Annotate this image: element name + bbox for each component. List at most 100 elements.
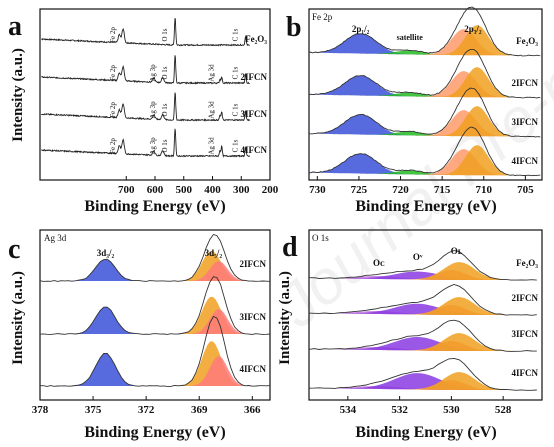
peak-label-4IFCN-0: Fe 2p — [109, 138, 117, 154]
peak-label-3IFCN-4: C 1s — [232, 103, 240, 116]
o1s-component-2IFCN-3 — [309, 297, 542, 315]
survey-label-2IFCN: 2IFCN — [241, 72, 268, 82]
panel-a-letter: a — [8, 11, 22, 42]
panel-b-title: Fe 2p — [312, 12, 333, 22]
o1s-envelope-4IFCN — [308, 357, 537, 391]
o1s-series-label-Fe2O3: Fe₂O₃ — [516, 258, 538, 268]
o1s-envelope-2IFCN — [308, 284, 537, 316]
survey-line-3IFCN — [41, 92, 250, 122]
panel-b-tick-label-4: 710 — [476, 184, 493, 196]
panel-b-tick-label-5: 705 — [517, 184, 534, 196]
ag3d-component-3IFCN-2 — [40, 309, 270, 334]
peak-label-3IFCN-1: Ag 3p — [149, 101, 157, 119]
peak-label-4IFCN-1: Ag 3p — [149, 137, 157, 155]
o1s-component-3IFCN-0 — [309, 347, 542, 351]
panel-d-tick-label-1: 532 — [391, 404, 408, 416]
ag3d-series-label-4IFCN: 4IFCN — [240, 364, 267, 374]
o1s-component-Fe2O3-1 — [309, 271, 542, 280]
ag3d-envelope-3IFCN — [39, 276, 271, 335]
ag3d-annotation-3d5-2: 3d₅/₂ — [205, 248, 223, 258]
peak-label-Fe2O3-1: O 1s — [161, 28, 169, 41]
panel-c-tick-label-4: 366 — [244, 404, 261, 416]
o1s-component-Fe2O3-0 — [309, 276, 542, 280]
fe2p-annotation-2p1-2: 2p₁/₂ — [352, 24, 370, 34]
peak-label-4IFCN-3: Ag 3d — [208, 137, 216, 155]
panel-d-tick-label-0: 534 — [340, 404, 357, 416]
survey-line-2IFCN — [41, 55, 250, 85]
peak-label-2IFCN-2: O 1s — [161, 66, 169, 79]
peak-label-4IFCN-4: C 1s — [232, 139, 240, 152]
panel-b-tick-label-2: 720 — [392, 184, 409, 196]
fe2p-component-3IFCN-0 — [309, 114, 542, 137]
o1s-envelope-3IFCN — [308, 319, 537, 352]
peak-label-Fe2O3-0: Fe 2p — [109, 27, 117, 43]
ag3d-component-2IFCN-1 — [40, 251, 270, 281]
fe2p-component-Fe2O3-1 — [309, 50, 542, 56]
peak-label-3IFCN-2: O 1s — [161, 103, 169, 116]
peak-label-2IFCN-3: Ag 3d — [208, 64, 216, 82]
panel-c-tick-label-1: 375 — [85, 404, 102, 416]
panel-c-tick-label-0: 378 — [32, 404, 49, 416]
fe2p-component-3IFCN-3 — [309, 106, 542, 137]
o1s-component-4IFCN-0 — [309, 386, 542, 390]
fe2p-component-Fe2O3-0 — [309, 33, 542, 56]
ag3d-envelope-2IFCN — [39, 233, 271, 282]
panel-c-tick-label-3: 369 — [191, 404, 208, 416]
ag3d-component-4IFCN-1 — [40, 341, 270, 386]
panel-c-frame — [39, 229, 271, 401]
ag3d-series-label-3IFCN: 3IFCN — [240, 312, 267, 322]
panel-b-tick-label-0: 730 — [309, 184, 326, 196]
panel-d-plot: Fe₂O₃ 2IFCN 3IFCN 4IFCN Oᴄ Oᵛ Oʟ — [308, 246, 542, 391]
o1s-annotation-ol: Oʟ — [451, 246, 463, 256]
panel-c: c Ag 3d 2IFCN 3IFCN 4IFCN 3d₃/₂ 3d₅/₂ 378 375… — [8, 229, 271, 441]
peak-label-Fe2O3-2: C 1s — [232, 28, 240, 41]
survey-line-4IFCN — [41, 128, 251, 158]
panel-b-ticks: 730 725 720 715 710 705 — [309, 176, 534, 196]
panel-b-plot: Fe₂O₃ 2IFCN 3IFCN 4IFCN 2p₁/₂ satellite 2p₃/₂ — [308, 6, 542, 177]
survey-label-Fe2O3: Fe₂O₃ — [245, 34, 267, 44]
peak-label-3IFCN-3: Ag 3d — [208, 101, 216, 119]
panel-a-ylabel: Intensity (a.u.) — [10, 48, 26, 142]
fe2p-series-label-3IFCN: 3IFCN — [512, 117, 539, 127]
panel-d-title: O 1s — [312, 233, 329, 243]
panel-d-tick-label-3: 528 — [495, 404, 512, 416]
o1s-component-3IFCN-3 — [309, 333, 542, 351]
o1s-annotation-oc: Oᴄ — [373, 258, 385, 268]
ag3d-component-2IFCN-0 — [40, 259, 270, 281]
ag3d-series-label-2IFCN: 2IFCN — [240, 259, 267, 269]
ag3d-component-3IFCN-0 — [40, 306, 270, 334]
survey-label-3IFCN: 3IFCN — [241, 109, 268, 119]
o1s-envelope-Fe2O3 — [309, 250, 537, 281]
panel-a-tick-label-3: 400 — [204, 184, 221, 196]
peak-label-2IFCN-0: Fe 2p — [109, 65, 117, 81]
panel-c-tick-label-2: 372 — [138, 404, 155, 416]
o1s-series-label-3IFCN: 3IFCN — [512, 329, 539, 339]
survey-line-Fe2O3 — [41, 17, 250, 47]
fe2p-component-2IFCN-0 — [309, 75, 542, 98]
peak-label-3IFCN-0: Fe 2p — [109, 102, 117, 118]
panel-c-xlabel: Binding Energy (eV) — [84, 424, 225, 441]
fe2p-component-4IFCN-0 — [309, 153, 542, 176]
peak-label-2IFCN-4: C 1s — [232, 66, 240, 79]
o1s-series-label-2IFCN: 2IFCN — [512, 293, 539, 303]
o1s-series-label-4IFCN: 4IFCN — [512, 368, 539, 378]
fe2p-series-label-2IFCN: 2IFCN — [512, 78, 539, 88]
o1s-component-Fe2O3-3 — [309, 262, 542, 280]
fe2p-annotation-satellite: satellite — [397, 33, 424, 42]
panel-b-xlabel: Binding Energy (eV) — [355, 198, 496, 215]
peak-label-4IFCN-2: O 1s — [161, 139, 169, 152]
panel-b-tick-label-3: 715 — [434, 184, 451, 196]
panel-d-xlabel: Binding Energy (eV) — [355, 424, 496, 441]
fe2p-annotation-2p3-2: 2p₃/₂ — [464, 24, 482, 34]
panel-b: b Fe 2p Fe₂O₃ 2IFCN 3IFCN 4IFCN 2p₁/₂ satelli… — [286, 6, 543, 215]
panel-a-xlabel: Binding Energy (eV) — [84, 198, 225, 215]
panel-a-tick-label-5: 200 — [262, 184, 279, 196]
fe2p-component-Fe2O3-3 — [309, 25, 542, 56]
ag3d-component-4IFCN-0 — [40, 353, 270, 386]
o1s-component-3IFCN-1 — [309, 336, 542, 351]
panel-b-tick-label-1: 725 — [351, 184, 368, 196]
fe2p-component-2IFCN-3 — [309, 67, 542, 98]
panel-d-ylabel: Intensity (a.u.) — [277, 271, 293, 365]
